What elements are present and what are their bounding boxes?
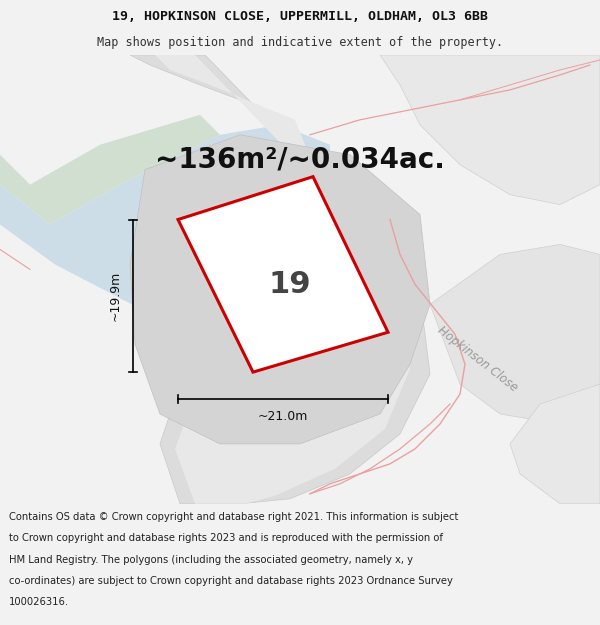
Text: ~21.0m: ~21.0m bbox=[258, 411, 308, 424]
Text: ~19.9m: ~19.9m bbox=[109, 271, 121, 321]
Polygon shape bbox=[380, 55, 600, 204]
Text: 19, HOPKINSON CLOSE, UPPERMILL, OLDHAM, OL3 6BB: 19, HOPKINSON CLOSE, UPPERMILL, OLDHAM, … bbox=[112, 10, 488, 23]
Text: 19: 19 bbox=[269, 270, 311, 299]
Polygon shape bbox=[510, 384, 600, 504]
Polygon shape bbox=[178, 177, 388, 372]
Text: to Crown copyright and database rights 2023 and is reproduced with the permissio: to Crown copyright and database rights 2… bbox=[9, 534, 443, 544]
Text: co-ordinates) are subject to Crown copyright and database rights 2023 Ordnance S: co-ordinates) are subject to Crown copyr… bbox=[9, 576, 453, 586]
Polygon shape bbox=[130, 55, 430, 504]
Text: 100026316.: 100026316. bbox=[9, 597, 69, 607]
Polygon shape bbox=[130, 135, 430, 444]
Polygon shape bbox=[0, 115, 220, 224]
Polygon shape bbox=[155, 55, 410, 504]
Polygon shape bbox=[430, 244, 600, 424]
Text: ~136m²/~0.034ac.: ~136m²/~0.034ac. bbox=[155, 146, 445, 174]
Text: HM Land Registry. The polygons (including the associated geometry, namely x, y: HM Land Registry. The polygons (includin… bbox=[9, 554, 413, 564]
Text: Contains OS data © Crown copyright and database right 2021. This information is : Contains OS data © Crown copyright and d… bbox=[9, 512, 458, 522]
Text: Map shows position and indicative extent of the property.: Map shows position and indicative extent… bbox=[97, 36, 503, 49]
Text: Hopkinson Close: Hopkinson Close bbox=[436, 324, 521, 394]
Polygon shape bbox=[0, 55, 330, 344]
